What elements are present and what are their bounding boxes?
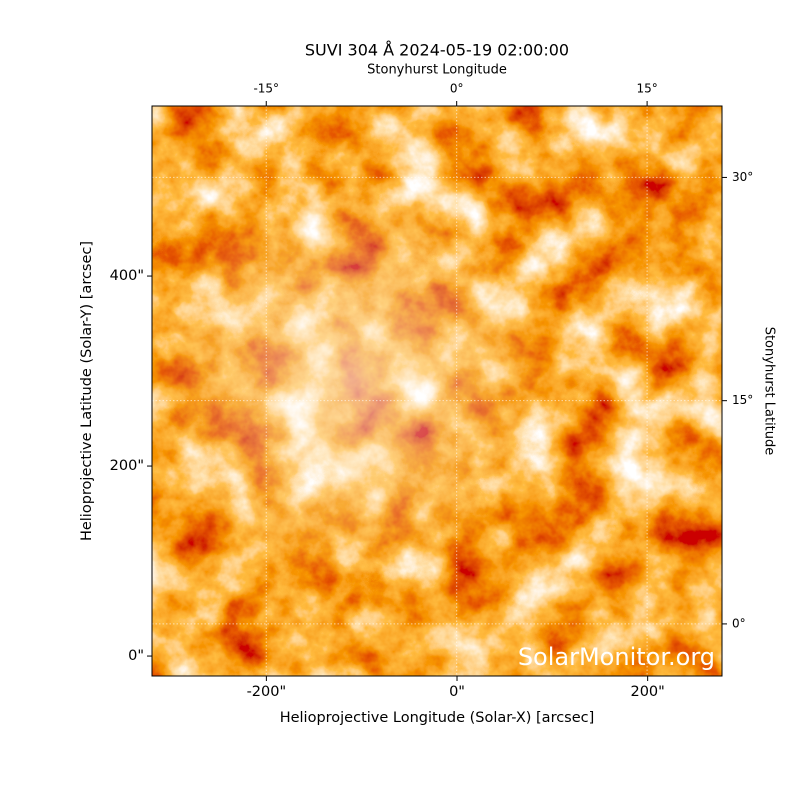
y2-tick-label: 0° <box>732 616 746 630</box>
watermark: SolarMonitor.org <box>518 643 715 671</box>
axes-frame <box>151 105 723 677</box>
chart-title: SUVI 304 Å 2024-05-19 02:00:00 <box>305 41 569 60</box>
y-tick-label: 200" <box>110 458 144 474</box>
y2-axis-label: Stonyhurst Latitude <box>762 327 777 456</box>
x-tick-label: 200" <box>630 684 664 700</box>
x-tick-label: 0" <box>449 684 465 700</box>
x2-axis-label: Stonyhurst Longitude <box>367 63 507 78</box>
y-tick-label: 400" <box>110 268 144 284</box>
y2-tick-label: 15° <box>732 393 753 407</box>
y-axis-label: Helioprojective Latitude (Solar-Y) [arcs… <box>79 241 95 541</box>
y-tick-label: 0" <box>128 648 144 664</box>
solar-image <box>152 106 722 676</box>
x-tick-label: -200" <box>247 684 287 700</box>
x2-tick-label: -15° <box>253 82 279 96</box>
x2-tick-label: 0° <box>450 82 464 96</box>
x2-tick-label: 15° <box>636 82 657 96</box>
x-axis-label: Helioprojective Longitude (Solar-X) [arc… <box>280 710 595 726</box>
y2-tick-label: 30° <box>732 170 753 184</box>
